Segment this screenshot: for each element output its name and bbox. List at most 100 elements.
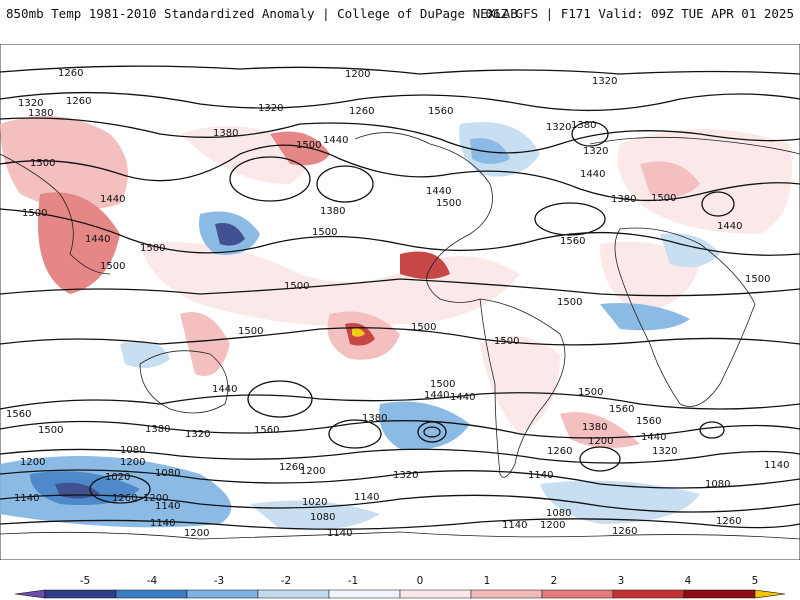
contour-label: 1260 [716,516,741,527]
colorbar-tick-label: -3 [214,575,224,587]
contour-label: 1260 [279,462,304,473]
contour-line [0,117,800,154]
contour-label: 1200 [540,520,565,531]
contour-label: 1560 [254,425,279,436]
contour-label: 1500 [430,379,455,390]
contour-label: 1200 [345,69,370,80]
map-title: 850mb Temp 1981-2010 Standardized Anomal… [6,6,518,21]
contour-label: 1500 [22,208,47,219]
contour-label: 1440 [323,135,348,146]
contour-label: 1140 [327,528,352,539]
contour-line [0,208,800,256]
contour-line [0,448,800,464]
cold-anomaly-region [540,480,700,524]
contour-line [0,65,800,75]
warm-anomaly-region [640,161,700,198]
colorbar: -5 -4 -3 -2 -1 0 1 2 3 4 5 [14,575,786,599]
colorbar-tick-label: 3 [618,575,625,587]
contour-label: 1200 [120,457,145,468]
contour-label: 1500 [38,425,63,436]
contour-label: 1380 [28,108,53,119]
contour-label: 1140 [14,493,39,504]
colorbar-swatch [399,589,472,599]
contour-label: 1200 [588,436,613,447]
contour-line [0,278,800,297]
australia-coast [139,350,229,414]
contour-labels: 1260 1200 1320 1320 1260 1380 1320 1260 … [6,68,789,539]
contour-label: 1320 [18,98,43,109]
contour-label: 1260 [547,446,572,457]
colorbar-tick-label: 0 [417,575,424,587]
contour-label: 1440 [426,186,451,197]
warm-anomaly-region [180,312,230,376]
contour-label: 1500 [30,158,55,169]
warm-anomaly-region [38,192,120,294]
contour-label: 1140 [528,470,553,481]
contour-label: 1200 [143,493,168,504]
contour-label: 1200 [20,457,45,468]
colorbar-tick-label: -1 [348,575,358,587]
contour-label: 1380 [611,194,636,205]
contour-high [534,202,606,236]
contour-label: 1380 [320,206,345,217]
contour-label: 1260 [66,96,91,107]
contour-label: 1500 [312,227,337,238]
colorbar-swatch [186,589,259,599]
contour-label: 1320 [592,76,617,87]
contour-label: 1500 [411,322,436,333]
anomaly-shading [0,116,792,530]
contour-line [0,91,800,112]
cold-anomaly-region [660,233,720,268]
contour-label: 1500 [296,140,321,151]
cold-anomaly-region [600,303,690,331]
height-contours [0,65,800,530]
contour-label: 1440 [212,384,237,395]
colorbar-swatch [612,589,685,599]
antarctica-coast [0,531,800,540]
cold-anomaly-region [379,401,470,450]
colorbar-swatch [257,589,330,599]
contour-line [0,392,800,410]
contour-low [316,165,374,203]
colorbar-swatch [541,589,614,599]
colorbar-swatch [44,589,117,599]
colorbar-swatch [115,589,188,599]
extreme-warm-spot [352,328,365,337]
contour-label: 1260 [58,68,83,79]
anomaly-map: 1260 1200 1320 1320 1260 1380 1320 1260 … [0,44,800,560]
contour-label: 1440 [580,169,605,180]
africa-coast [614,227,756,407]
contour-label: 1380 [213,128,238,139]
contour-label: 1140 [150,518,175,529]
cold-anomaly-region [470,138,510,164]
north-america-coast [354,132,493,303]
warm-anomaly-region [617,129,792,234]
contour-label: 1440 [100,194,125,205]
contour-label: 1080 [546,508,571,519]
contour-label: 1560 [428,106,453,117]
contour-low [423,426,441,438]
colorbar-tick-label: -5 [80,575,90,587]
contour-low [247,380,313,418]
contour-line [0,144,800,202]
contour-label: 1020 [105,472,130,483]
warm-anomaly-region [270,131,330,166]
contour-label: 1500 [494,336,519,347]
contour-line [0,469,800,489]
model-run-info: 06Z GFS | F171 Valid: 09Z TUE APR 01 202… [485,6,794,21]
south-america-coast [479,298,566,478]
contour-label: 1440 [450,392,475,403]
contour-label: 1500 [578,387,603,398]
contour-label: 1320 [393,470,418,481]
contour-label: 1560 [636,416,661,427]
contour-label: 1320 [583,146,608,157]
contour-low [417,421,447,443]
colorbar-swatches [14,589,786,599]
contour-label: 1380 [571,120,596,131]
contour-label: 1260 [612,526,637,537]
colorbar-tick-label: 4 [685,575,692,587]
contour-label: 1560 [560,236,585,247]
contour-label: 1380 [145,424,170,435]
contour-label: 1140 [502,520,527,531]
warm-anomaly-region [0,116,128,210]
